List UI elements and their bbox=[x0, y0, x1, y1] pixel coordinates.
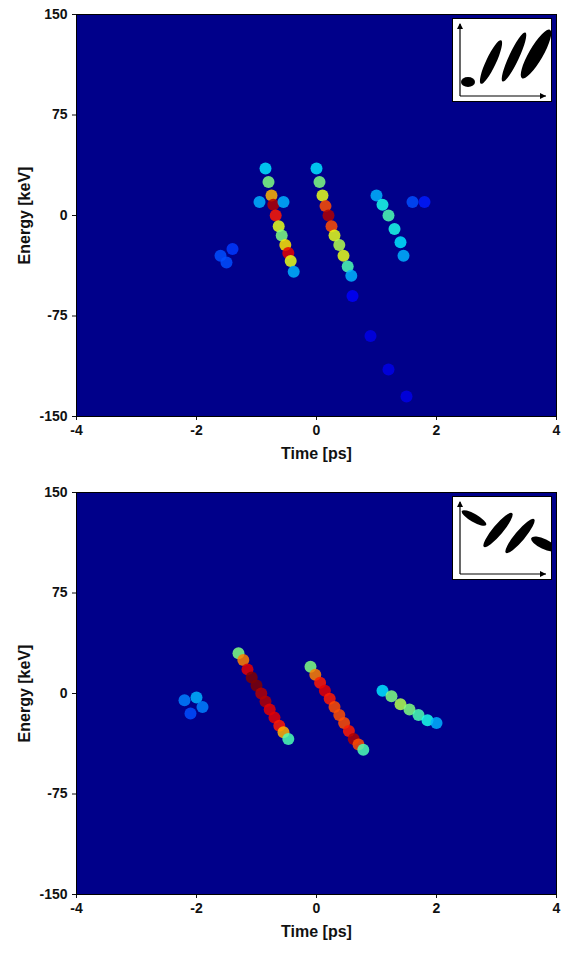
svg-text:2: 2 bbox=[433, 900, 441, 916]
svg-text:-2: -2 bbox=[190, 900, 203, 916]
svg-text:-75: -75 bbox=[47, 785, 67, 801]
svg-text:-150: -150 bbox=[39, 408, 67, 424]
svg-text:-4: -4 bbox=[70, 422, 83, 438]
svg-text:75: 75 bbox=[52, 584, 68, 600]
svg-text:0: 0 bbox=[60, 685, 68, 701]
svg-text:4: 4 bbox=[553, 900, 561, 916]
svg-text:0: 0 bbox=[60, 207, 68, 223]
svg-text:0: 0 bbox=[313, 900, 321, 916]
svg-text:0: 0 bbox=[313, 422, 321, 438]
svg-text:Time [ps]: Time [ps] bbox=[281, 445, 352, 462]
svg-text:Energy [keV]: Energy [keV] bbox=[16, 167, 33, 265]
svg-text:-2: -2 bbox=[190, 422, 203, 438]
svg-text:150: 150 bbox=[44, 6, 68, 22]
svg-text:75: 75 bbox=[52, 106, 68, 122]
svg-text:-150: -150 bbox=[39, 886, 67, 902]
svg-text:Time [ps]: Time [ps] bbox=[281, 923, 352, 940]
svg-text:4: 4 bbox=[553, 422, 561, 438]
svg-text:150: 150 bbox=[44, 484, 68, 500]
svg-text:-4: -4 bbox=[70, 900, 83, 916]
svg-text:-75: -75 bbox=[47, 307, 67, 323]
svg-text:2: 2 bbox=[433, 422, 441, 438]
svg-text:Energy [keV]: Energy [keV] bbox=[16, 645, 33, 743]
